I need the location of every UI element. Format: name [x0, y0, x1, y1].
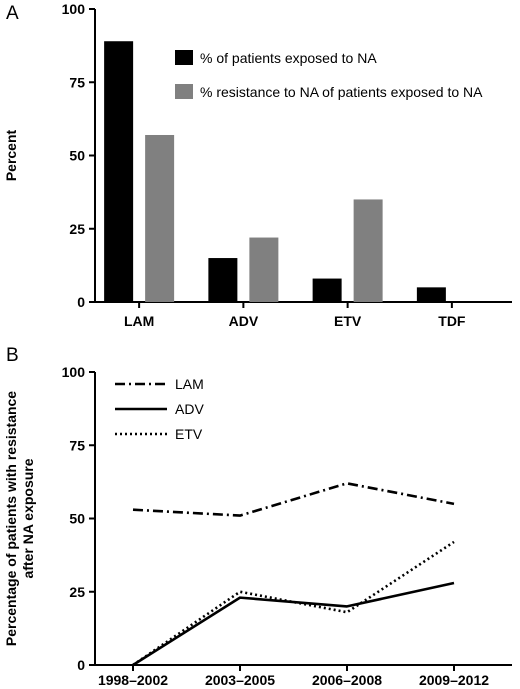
- b-y-tick-label: 50: [69, 511, 85, 527]
- panel-a-letter: A: [6, 3, 19, 24]
- b-series-line-adv: [132, 581, 455, 667]
- a-bar-exposed: [104, 41, 134, 302]
- b-y-tick-label: 25: [69, 584, 85, 600]
- b-x-tick-label: 1998–2002: [98, 672, 168, 688]
- a-bar-resistance: [145, 134, 175, 302]
- a-legend-label: % resistance to NA of patients exposed t…: [200, 84, 483, 100]
- a-y-tick-label: 0: [77, 294, 85, 310]
- a-legend-swatch: [175, 84, 193, 99]
- b-y-tick-label: 100: [62, 364, 86, 380]
- b-y-axis-title: Percentage of patients with resistance: [3, 391, 19, 646]
- b-y-tick-label: 0: [77, 657, 85, 673]
- b-y-tick-label: 75: [69, 437, 85, 453]
- a-bar-exposed: [416, 287, 446, 302]
- b-legend-label: ETV: [175, 426, 203, 442]
- chart-b: 0 25 50 75 100 Percentage of patients with re…: [3, 364, 512, 688]
- a-legend-label: % of patients exposed to NA: [200, 50, 377, 66]
- b-legend-label: LAM: [175, 376, 204, 392]
- a-bar-exposed: [312, 278, 342, 302]
- b-x-tick-label: 2009–2012: [419, 672, 489, 688]
- b-y-axis-title: after NA exposure: [20, 458, 36, 578]
- a-legend-swatch: [175, 50, 193, 65]
- a-bar-resistance: [249, 237, 279, 302]
- a-x-tick-label: TDF: [438, 313, 466, 329]
- a-y-axis-title: Percent: [3, 129, 19, 181]
- a-y-tick-label: 50: [69, 148, 85, 164]
- a-bar-exposed: [208, 258, 238, 302]
- a-y-tick-label: 75: [69, 74, 85, 90]
- b-series-line-etv: [132, 540, 455, 667]
- b-x-tick-label: 2003–2005: [205, 672, 275, 688]
- panel-b-letter: B: [6, 345, 19, 366]
- a-y-tick-label: 25: [69, 221, 85, 237]
- b-legend-label: ADV: [175, 401, 204, 417]
- a-x-tick-label: LAM: [124, 313, 154, 329]
- a-x-tick-label: ETV: [334, 313, 362, 329]
- a-y-tick-label: 100: [62, 1, 86, 17]
- a-bar-resistance: [353, 199, 383, 302]
- chart-a: 0 25 50 75 100 Percent LAM ADV ETV TDF % of patien…: [3, 1, 512, 329]
- b-x-tick-label: 2006–2008: [312, 672, 382, 688]
- a-x-tick-label: ADV: [229, 313, 259, 329]
- b-series-line-lam: [132, 482, 455, 517]
